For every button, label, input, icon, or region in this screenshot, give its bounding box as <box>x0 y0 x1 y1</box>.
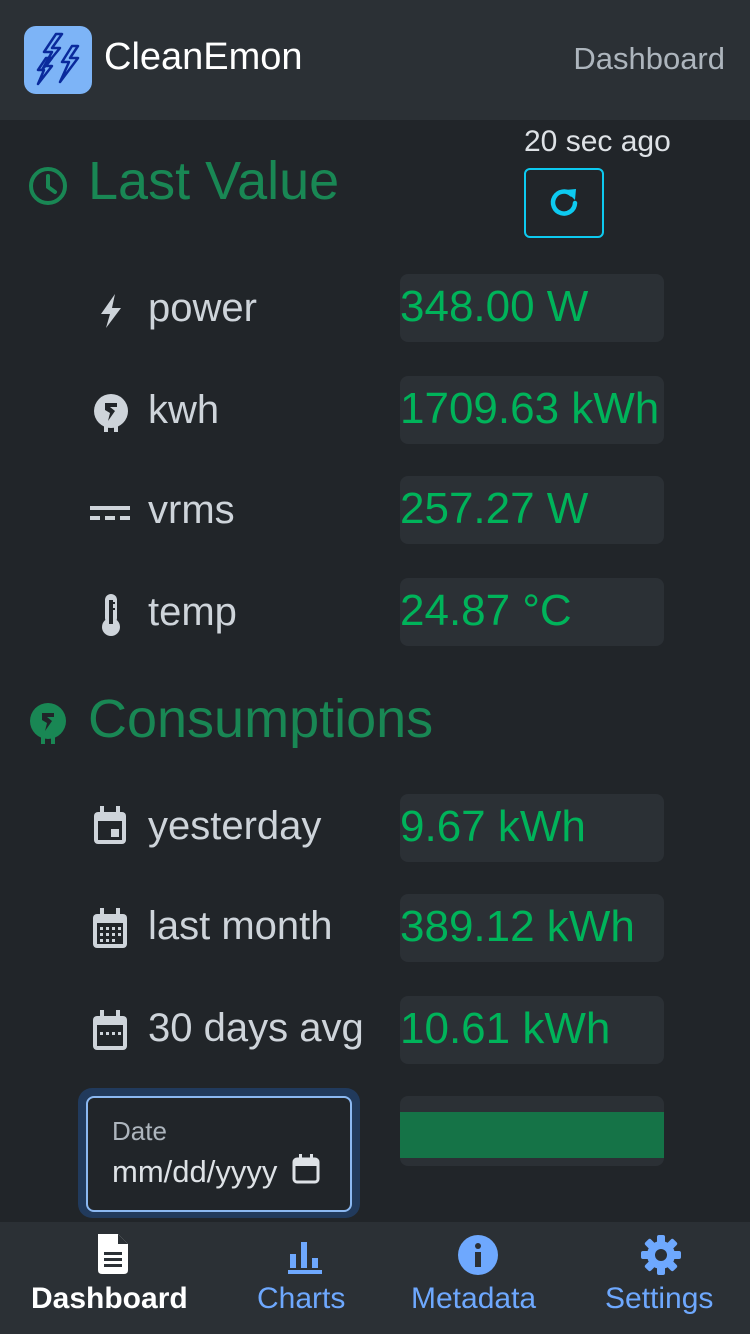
date-input-placeholder: mm/dd/yyyy <box>112 1154 278 1189</box>
dc-current-icon <box>90 506 130 520</box>
tab-charts[interactable]: Charts <box>250 1222 360 1334</box>
power-value: 348.00 W <box>400 282 589 331</box>
tab-metadata[interactable]: Metadata <box>408 1222 548 1334</box>
last-update-time: 20 sec ago <box>524 125 671 158</box>
last-month-value-box: 389.12 kWh <box>400 894 664 962</box>
thermometer-icon <box>102 594 120 636</box>
kwh-value: 1709.63 kWh <box>400 384 660 433</box>
info-icon <box>458 1235 498 1275</box>
clock-icon <box>29 167 67 205</box>
tab-dashboard-label: Dashboard <box>31 1282 188 1315</box>
yesterday-value-box: 9.67 kWh <box>400 794 664 862</box>
vrms-value-box: 257.27 W <box>400 476 664 544</box>
current-page-label: Dashboard <box>573 41 725 76</box>
calendar-week-icon <box>93 1010 127 1050</box>
date-consumption-box <box>400 1096 664 1166</box>
tab-settings[interactable]: Settings <box>600 1222 724 1334</box>
bar-chart-icon <box>288 1242 322 1274</box>
bottom-navigation: Dashboard Charts Metadata <box>0 1222 750 1334</box>
date-consumption-bar <box>400 1112 664 1158</box>
date-input[interactable]: Date mm/dd/yyyy <box>86 1096 352 1212</box>
tab-charts-label: Charts <box>257 1282 346 1315</box>
temp-label: temp <box>148 590 237 634</box>
date-input-label: Date <box>112 1116 167 1146</box>
vrms-value: 257.27 W <box>400 484 589 533</box>
tab-settings-label: Settings <box>605 1282 714 1315</box>
app-title[interactable]: CleanEmon <box>104 36 303 78</box>
kwh-value-box: 1709.63 kWh <box>400 376 664 444</box>
calendar-month-icon <box>93 908 127 948</box>
refresh-button[interactable] <box>524 168 604 238</box>
document-icon <box>98 1234 128 1274</box>
temp-value-box: 24.87 °C <box>400 578 664 646</box>
30-days-avg-value: 10.61 kWh <box>400 1004 611 1053</box>
gear-icon <box>641 1235 681 1275</box>
yesterday-value: 9.67 kWh <box>400 802 586 851</box>
plug-circle-icon <box>30 703 66 744</box>
temp-value: 24.87 °C <box>400 586 572 635</box>
kwh-label: kwh <box>148 388 220 432</box>
plug-circle-icon <box>94 394 128 432</box>
refresh-icon <box>550 189 578 216</box>
30-days-avg-label: 30 days avg <box>148 1006 364 1050</box>
calendar-picker-icon[interactable] <box>292 1154 320 1184</box>
top-app-bar: CleanEmon Dashboard <box>0 0 750 120</box>
consumptions-title: Consumptions <box>88 689 434 749</box>
power-label: power <box>148 286 257 330</box>
bolt-icon <box>101 294 121 328</box>
last-month-value: 389.12 kWh <box>400 902 635 951</box>
power-value-box: 348.00 W <box>400 274 664 342</box>
30-days-avg-value-box: 10.61 kWh <box>400 996 664 1064</box>
last-month-label: last month <box>148 904 333 948</box>
tab-dashboard[interactable]: Dashboard <box>28 1222 198 1334</box>
vrms-label: vrms <box>148 488 235 532</box>
date-input-focus-ring: Date mm/dd/yyyy <box>78 1088 360 1218</box>
app-logo[interactable] <box>24 26 92 94</box>
last-value-title: Last Value <box>88 151 340 211</box>
yesterday-label: yesterday <box>148 804 322 848</box>
lightning-logo-icon <box>36 32 80 86</box>
tab-metadata-label: Metadata <box>411 1282 537 1315</box>
calendar-day-icon <box>94 806 126 844</box>
